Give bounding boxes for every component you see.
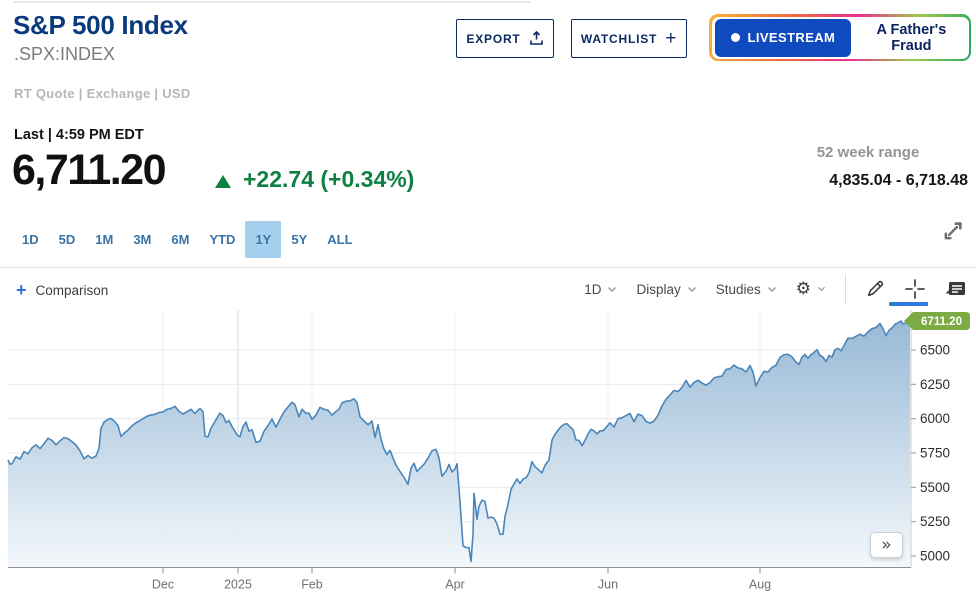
active-tool-indicator <box>889 302 928 306</box>
chevron-down-icon <box>687 286 696 292</box>
comment-icon <box>945 281 965 295</box>
svg-text:2025: 2025 <box>224 578 252 592</box>
svg-text:Feb: Feb <box>301 578 323 592</box>
toolbar-divider <box>845 274 846 304</box>
last-price-tag: 6711.20 <box>904 312 970 331</box>
time-range-tabs: 1D 5D 1M 3M 6M YTD 1Y 5Y ALL <box>12 221 363 258</box>
up-arrow-icon <box>215 175 231 188</box>
studies-label: Studies <box>715 281 761 297</box>
svg-text:Dec: Dec <box>152 578 174 592</box>
expand-chart-button[interactable] <box>941 219 965 243</box>
tab-1m[interactable]: 1M <box>95 232 114 247</box>
comparison-label: Comparison <box>35 282 109 298</box>
watchlist-button[interactable]: WATCHLIST + <box>571 19 687 58</box>
tab-5d[interactable]: 5D <box>58 232 76 247</box>
crosshair-tool-button[interactable] <box>904 278 926 300</box>
chevron-down-icon <box>608 286 617 292</box>
svg-text:5500: 5500 <box>920 480 950 495</box>
svg-text:6711.20: 6711.20 <box>921 316 962 328</box>
plus-icon: + <box>665 28 678 49</box>
svg-text:6500: 6500 <box>920 343 950 358</box>
display-label: Display <box>636 281 681 297</box>
scroll-to-latest-button[interactable]: » <box>870 532 903 558</box>
svg-text:Apr: Apr <box>445 578 464 592</box>
section-divider <box>0 267 976 268</box>
week-range-block: 52 week range 4,835.04 - 6,718.48 <box>768 144 968 190</box>
tab-5y[interactable]: 5Y <box>291 232 308 247</box>
quote-meta: RT Quote | Exchange | USD <box>14 86 191 101</box>
last-timestamp: Last | 4:59 PM EDT <box>14 127 144 143</box>
tab-ytd[interactable]: YTD <box>209 232 236 247</box>
export-icon <box>529 31 544 46</box>
export-button-label: EXPORT <box>466 31 521 46</box>
svg-text:Jun: Jun <box>598 578 618 592</box>
interval-dropdown[interactable]: 1D <box>584 282 617 297</box>
chart-settings-dropdown[interactable]: ⚙ <box>795 278 826 299</box>
plus-icon: + <box>16 280 27 300</box>
studies-dropdown[interactable]: Studies <box>716 282 777 297</box>
livestream-button[interactable]: LIVESTREAM <box>714 18 852 57</box>
display-dropdown[interactable]: Display <box>636 282 696 297</box>
gear-icon: ⚙ <box>795 278 811 299</box>
week-range-value: 4,835.04 - 6,718.48 <box>829 172 968 189</box>
watchlist-button-label: WATCHLIST <box>580 31 658 46</box>
chevron-down-icon <box>818 286 825 292</box>
chart-toolbar: 1D Display Studies ⚙ <box>584 272 966 306</box>
tab-1d[interactable]: 1D <box>22 232 39 247</box>
svg-text:6000: 6000 <box>920 411 950 426</box>
tab-1y[interactable]: 1Y <box>245 221 282 258</box>
last-price: 6,711.20 <box>12 146 167 194</box>
price-line <box>7 320 911 563</box>
add-comparison-button[interactable]: + Comparison <box>16 281 108 299</box>
y-axis-labels: 6500 6250 6000 5750 5500 5250 5000 <box>911 343 950 564</box>
svg-text:5250: 5250 <box>920 514 950 529</box>
svg-text:5000: 5000 <box>920 549 950 564</box>
export-button[interactable]: EXPORT <box>456 19 554 58</box>
tab-6m[interactable]: 6M <box>171 232 190 247</box>
symbol-label: .SPX:INDEX <box>14 44 116 64</box>
price-chart-canvas[interactable]: Dec 2025 Feb Apr Jun Aug 6500 6250 6000 5750 5500 5… <box>0 310 976 598</box>
expand-icon <box>941 219 965 243</box>
pencil-icon <box>867 280 884 297</box>
price-area <box>8 321 910 568</box>
price-change: +22.74 (+0.34%) <box>243 166 415 192</box>
draw-tool-button[interactable] <box>865 279 885 299</box>
crosshair-icon <box>905 279 925 299</box>
svg-text:5750: 5750 <box>920 446 950 461</box>
top-crop-divider <box>14 1 530 3</box>
livestream-banner[interactable]: LIVESTREAM A Father's Fraud <box>709 14 971 61</box>
livestream-label: LIVESTREAM <box>747 30 836 45</box>
chevron-down-icon <box>767 286 776 292</box>
svg-text:6250: 6250 <box>920 377 950 392</box>
tab-3m[interactable]: 3M <box>133 232 152 247</box>
week-range-label: 52 week range <box>816 144 920 161</box>
live-dot-icon <box>730 33 740 42</box>
x-axis-labels: Dec 2025 Feb Apr Jun Aug <box>152 567 771 592</box>
interval-label: 1D <box>584 281 602 297</box>
livestream-show-title: A Father's Fraud <box>876 21 947 54</box>
page-title: S&P 500 Index <box>13 10 188 40</box>
annotation-button[interactable] <box>945 280 966 299</box>
svg-text:Aug: Aug <box>749 578 771 592</box>
tab-all[interactable]: ALL <box>327 232 353 247</box>
